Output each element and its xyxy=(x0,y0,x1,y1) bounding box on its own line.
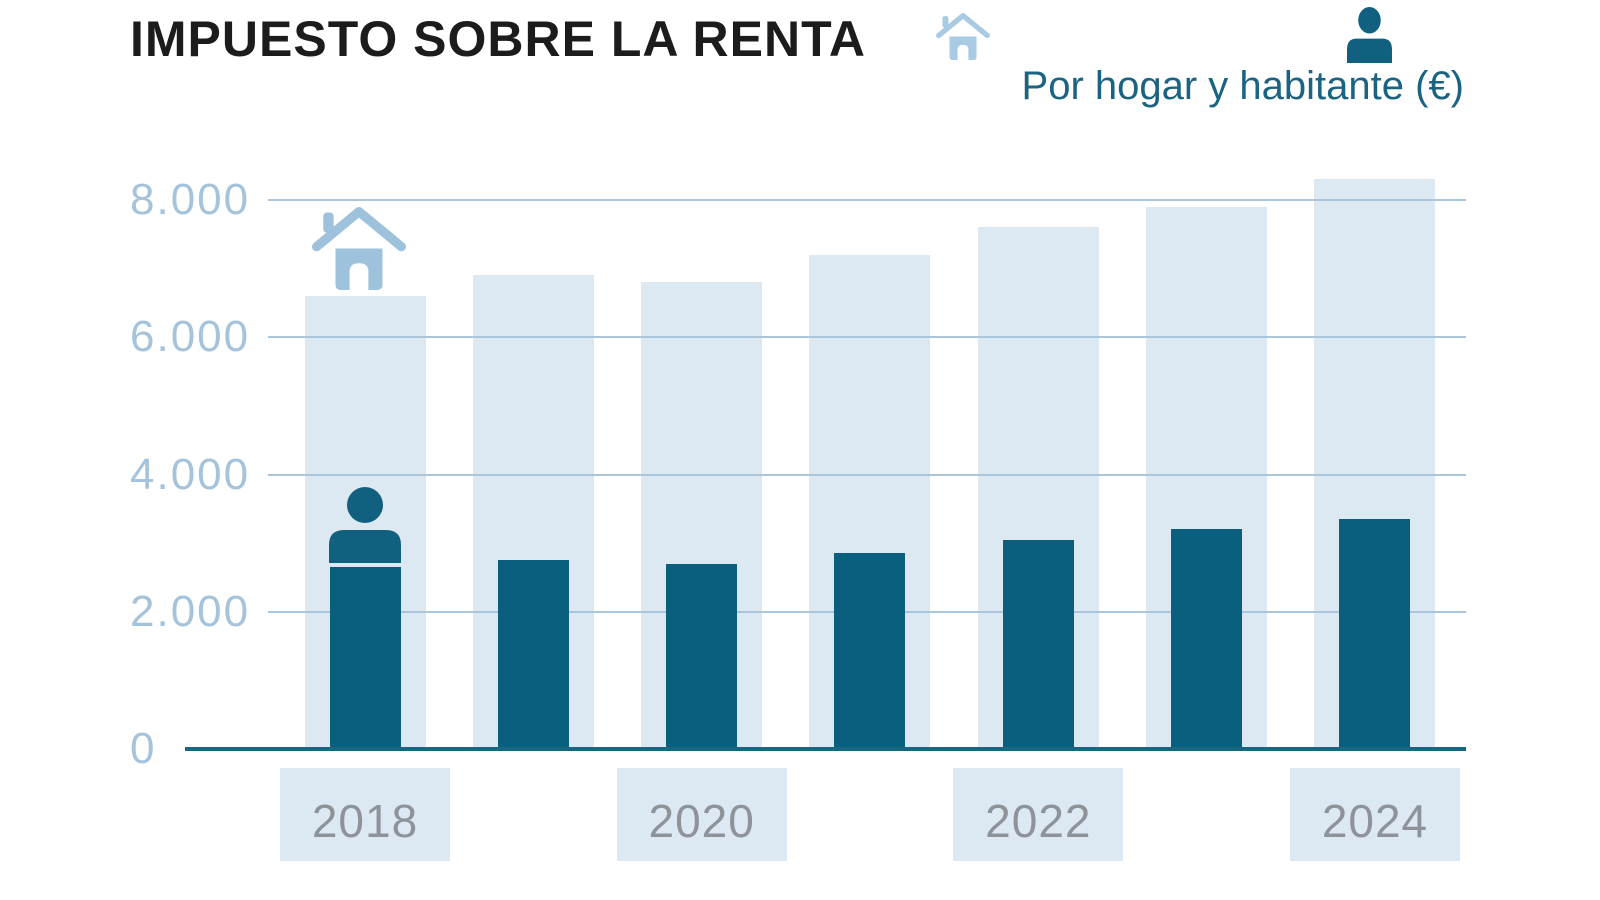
bar-habitante-2024 xyxy=(1339,519,1411,751)
house-icon xyxy=(936,13,990,60)
legend-label: Por hogar y habitante (€) xyxy=(1021,64,1464,108)
grid-line xyxy=(268,473,1466,476)
x-axis-year-label: 2024 xyxy=(1289,768,1460,861)
house-icon xyxy=(312,207,406,291)
y-axis-tick-label: 4.000 xyxy=(130,449,251,499)
bar-habitante-2023 xyxy=(1171,529,1243,751)
bar-habitante-2021 xyxy=(834,553,906,751)
page-title: IMPUESTO SOBRE LA RENTA xyxy=(130,11,867,67)
y-axis-tick-label: 6.000 xyxy=(130,312,251,362)
bar-habitante-2019 xyxy=(497,560,569,751)
x-axis-line xyxy=(185,747,1466,751)
x-axis-year-label: 2022 xyxy=(953,768,1124,861)
bar-habitante-2022 xyxy=(1002,539,1074,751)
grid-line xyxy=(268,199,1466,201)
person-icon xyxy=(329,487,401,564)
person-icon xyxy=(1347,7,1392,63)
x-axis-year-label: 2020 xyxy=(616,768,787,861)
y-axis-tick-label: 8.000 xyxy=(130,175,251,224)
y-axis-tick-label: 0 xyxy=(130,724,157,773)
bar-habitante-2018 xyxy=(329,567,401,751)
bar-habitante-2020 xyxy=(666,563,738,751)
x-axis-year-label: 2018 xyxy=(280,768,450,861)
y-axis-tick-label: 2.000 xyxy=(130,586,251,636)
grid-line xyxy=(268,336,1466,339)
